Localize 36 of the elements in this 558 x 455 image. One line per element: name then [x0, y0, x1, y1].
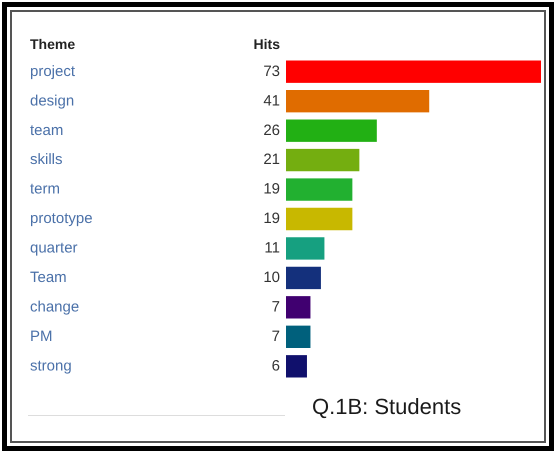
data-label: 7 — [272, 328, 280, 345]
data-label: 73 — [263, 62, 280, 80]
data-label: 41 — [263, 92, 280, 110]
x-axis-title: Hits — [254, 36, 280, 52]
bar — [286, 326, 310, 348]
data-label: 19 — [263, 180, 280, 198]
y-tick-label: project — [30, 62, 76, 80]
bar — [286, 266, 321, 290]
data-label: 10 — [263, 269, 280, 286]
y-tick-label: change — [30, 298, 80, 316]
bar — [286, 237, 324, 260]
data-label: 26 — [263, 122, 280, 139]
text: Q.1B: Students — [312, 394, 462, 420]
bar — [286, 119, 377, 142]
bar — [286, 90, 430, 112]
bar — [286, 296, 310, 319]
y-tick-label: quarter — [30, 240, 78, 257]
y-tick-label: Team — [30, 269, 67, 286]
data-label: 11 — [264, 240, 280, 257]
data-label: 7 — [272, 298, 280, 316]
y-tick-label: team — [30, 122, 64, 139]
bar — [286, 208, 352, 230]
bar — [286, 60, 541, 83]
y-tick-label: PM — [30, 328, 52, 345]
data-label: 21 — [263, 151, 280, 168]
y-tick-label: strong — [30, 357, 72, 374]
bar — [286, 148, 360, 172]
y-tick-label: skills — [30, 151, 62, 168]
bar — [286, 178, 352, 201]
data-label: 19 — [263, 210, 280, 228]
y-axis-title: Theme — [30, 36, 76, 52]
y-tick-label: prototype — [30, 210, 93, 228]
y-tick-label: term — [30, 180, 60, 198]
data-label: 6 — [272, 357, 280, 374]
bar — [286, 355, 307, 378]
y-tick-label: design — [30, 92, 74, 110]
